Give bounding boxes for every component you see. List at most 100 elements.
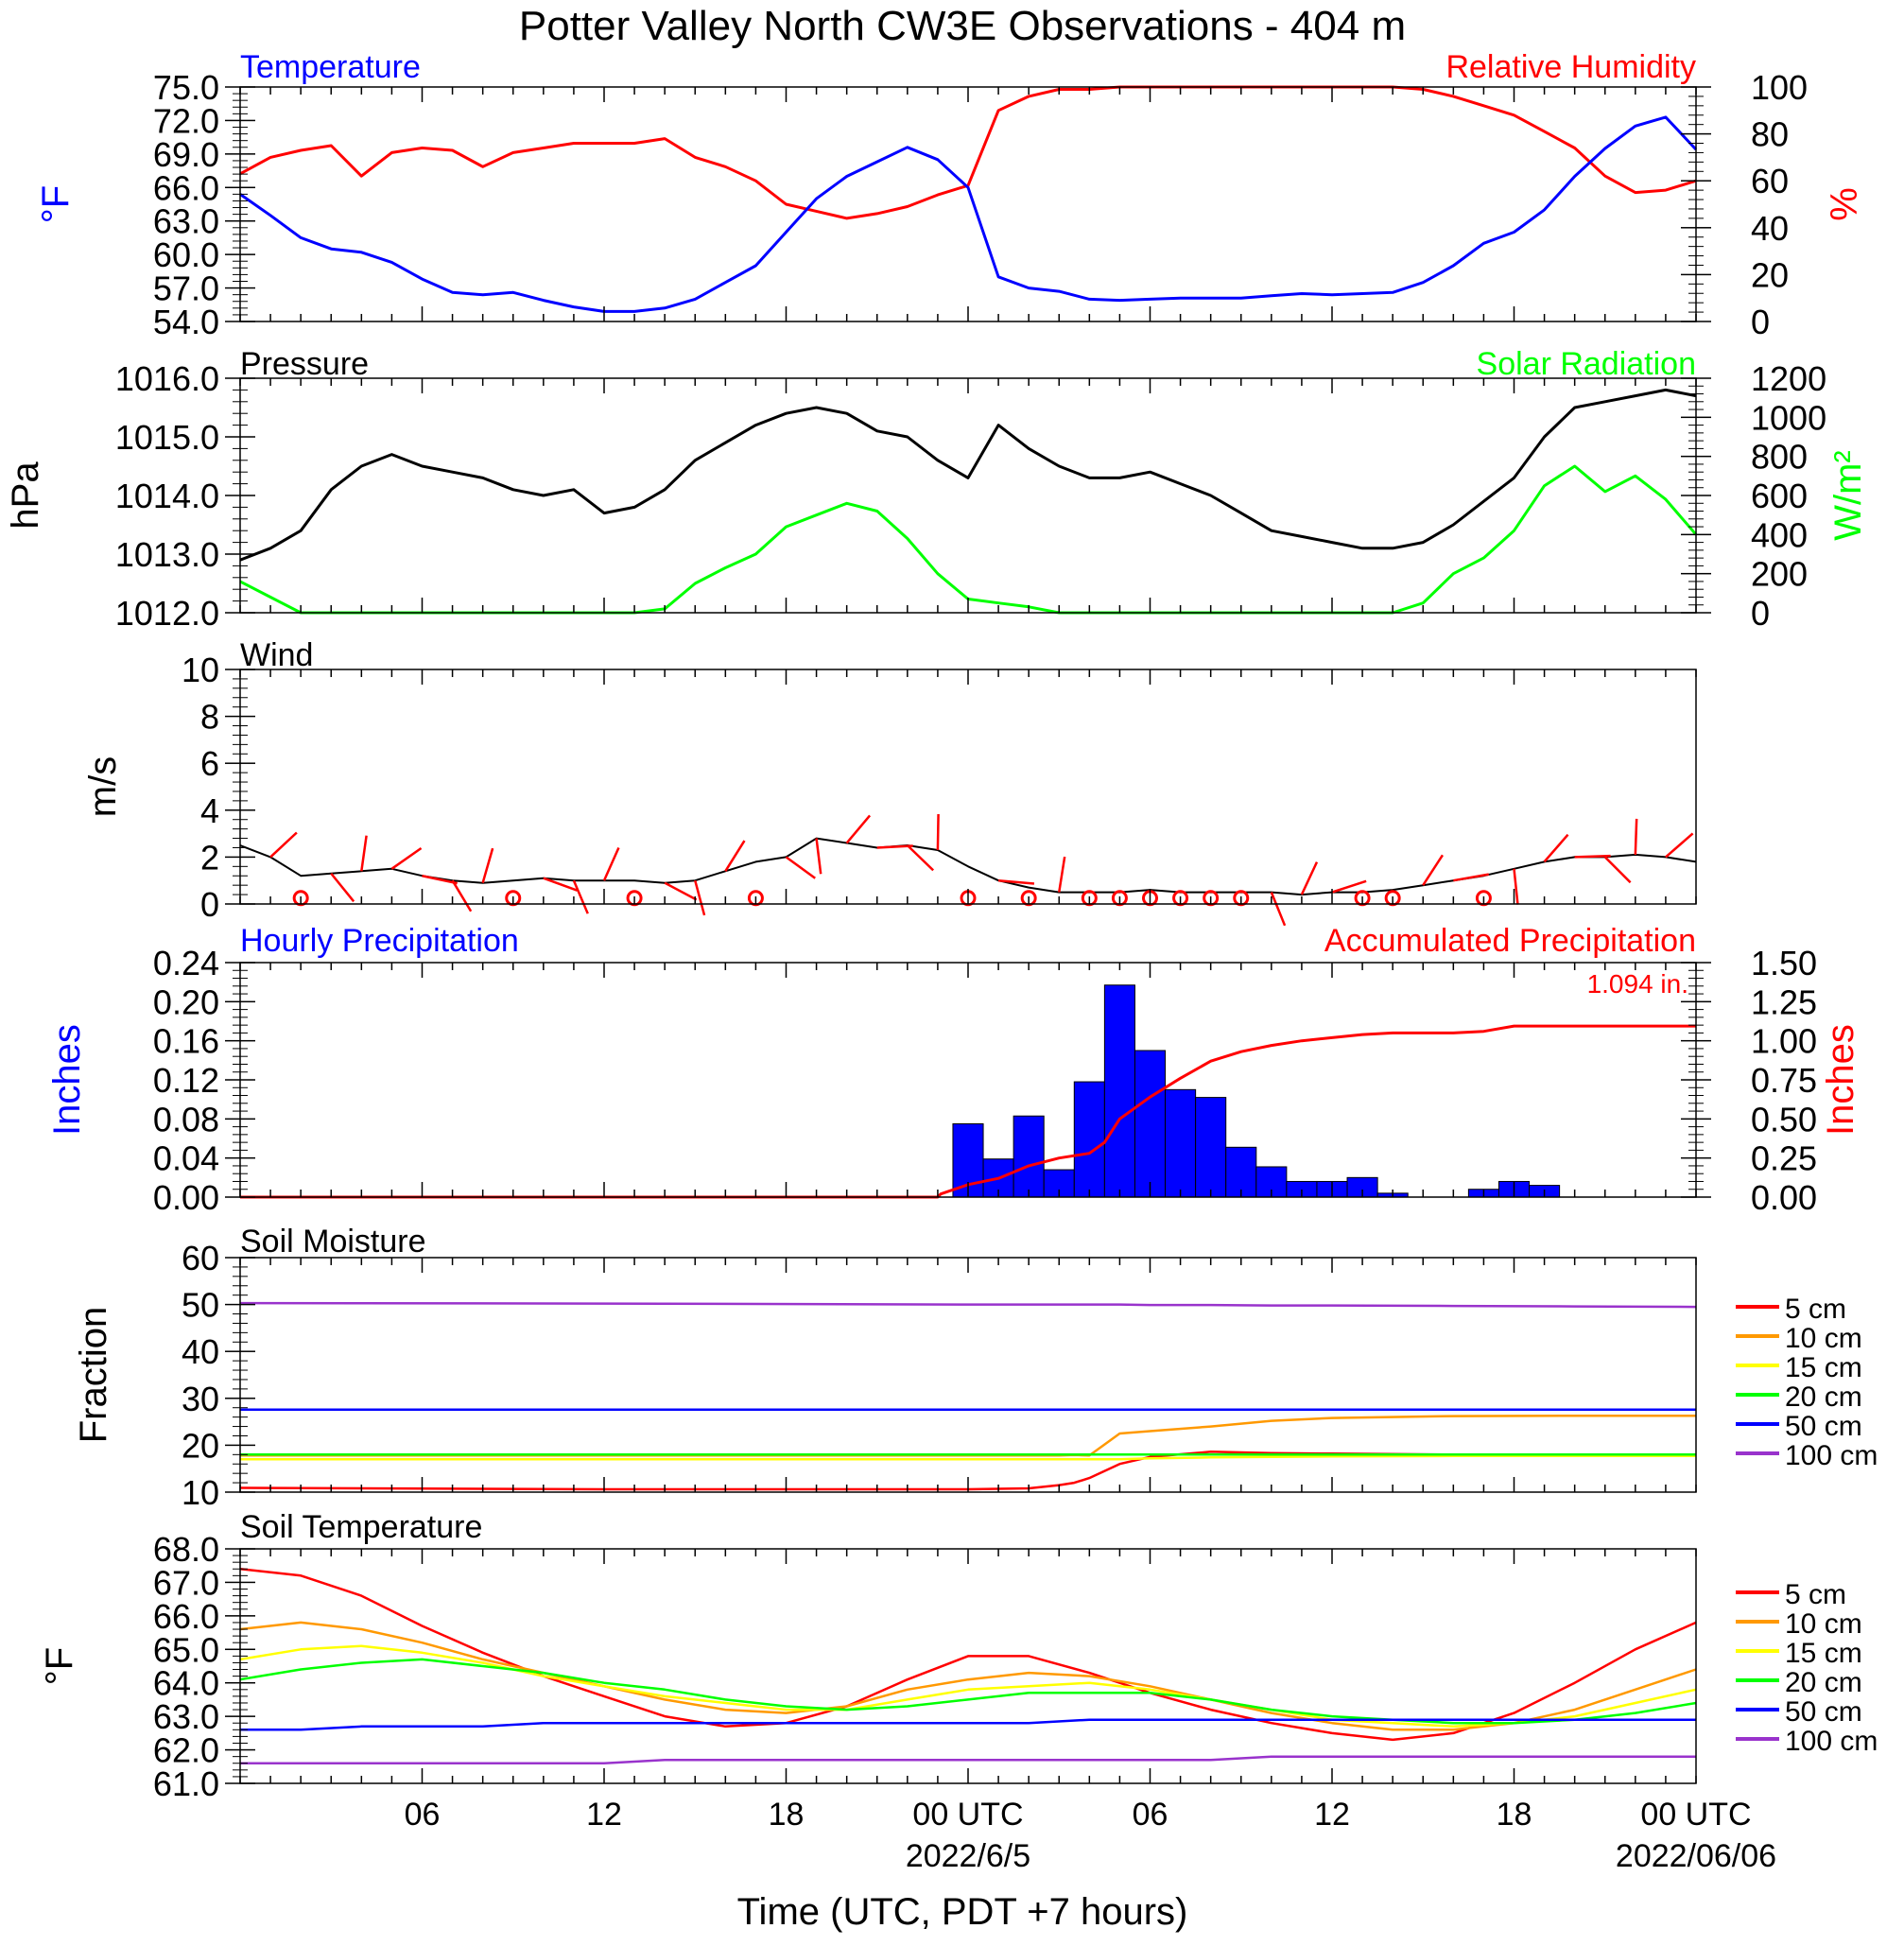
y-tick-label: 0.20 [153,982,219,1021]
y-tick-label: 20 [1751,255,1789,294]
y-tick-label: 10 [182,1473,219,1512]
precip-bar [1165,1088,1197,1198]
figure-title: Potter Valley North CW3E Observations - … [519,3,1406,49]
y-tick-label: 100 [1751,68,1808,107]
calm-marker [1233,890,1250,907]
panel-title-temperature: Temperature [240,49,421,85]
panel-title-hourly-precip: Hourly Precipitation [240,923,519,959]
panel-title-accum-precip: Accumulated Precipitation [1324,923,1696,959]
y-tick-label: 1200 [1751,359,1826,398]
legend-label: 20 cm [1785,1667,1862,1698]
wind-barb [602,846,620,881]
panel-title-pressure: Pressure [240,346,369,382]
y-tick-label: 1016.0 [115,359,219,398]
y-tick-label: 0.25 [1751,1139,1817,1178]
soil-temperature-line [240,1755,1696,1764]
soil-temperature-line [239,1658,1697,1725]
precip-bar [1013,1115,1045,1198]
wind-barb [1513,868,1519,905]
y-tick-label: 72.0 [153,101,219,140]
precip-total-label: 1.094 in. [1587,969,1688,999]
legend-label: 50 cm [1785,1696,1862,1728]
wind-barb [543,877,578,892]
y-tick-label: 65.0 [153,1630,219,1669]
y-tick-label: 1014.0 [115,477,219,515]
calm-marker [626,890,643,907]
y-tick-label: 0.75 [1751,1061,1817,1100]
wind-barb [1422,854,1444,886]
wind-barb [422,875,458,885]
calm-marker [1111,890,1128,907]
y-axis-label-humidity: % [1824,187,1865,221]
wind-barb [724,840,746,872]
y-tick-label: 40 [1751,209,1789,248]
wind-barb [481,847,494,884]
rh-line [239,85,1697,220]
wind-barb [845,814,872,844]
precip-bar [1073,1081,1105,1198]
wind-barb [997,878,1035,885]
y-tick-label: 0 [1751,594,1770,633]
wind-barb [1665,832,1694,859]
panels: Temperature Relative Humidity 75.072.069.0… [5,49,1878,1874]
y-tick-label: 62.0 [153,1731,219,1770]
y-tick-label: 54.0 [153,303,219,341]
wind-barb [269,831,298,859]
wind-barb [785,856,816,879]
panel-title-solar: Solar Radiation [1477,346,1696,382]
wind-barb [1453,873,1489,882]
y-tick-label: 67.0 [153,1563,219,1602]
precip-bar [952,1123,984,1198]
y-axis-label-hourly-precip: Inches [46,1024,88,1136]
wind-barb [664,881,698,901]
y-tick-label: 66.0 [153,168,219,207]
y-tick-label: 0.16 [153,1022,219,1061]
wind-barb [572,879,589,914]
wind-barb [694,879,706,916]
y-tick-label: 0 [1751,303,1770,341]
x-tick-label: 00 UTC [912,1797,1023,1833]
x-axis-title: Time (UTC, PDT +7 hours) [737,1891,1188,1933]
precip-bar [1103,984,1135,1198]
calm-marker [292,890,309,907]
calm-marker [1475,890,1492,907]
precip-bar [1225,1146,1257,1198]
wind-barb [1270,892,1287,927]
y-tick-label: 1000 [1751,398,1826,437]
wind-barb [1331,879,1367,894]
y-tick-label: 0.50 [1751,1100,1817,1138]
y-tick-label: 61.0 [153,1764,219,1803]
wind-barb [1300,861,1319,895]
legend-label: 5 cm [1785,1294,1846,1325]
y-tick-label: 68.0 [153,1530,219,1569]
calm-marker [505,890,522,907]
y-axis-label-pressure: hPa [5,461,46,530]
y-tick-label: 10 [182,651,219,689]
y-tick-label: 0.12 [153,1061,219,1100]
x-date-label: 2022/6/5 [906,1838,1030,1874]
calm-marker [1172,890,1189,907]
y-tick-label: 8 [200,698,219,737]
temperature-line [239,115,1698,313]
y-tick-label: 40 [182,1332,219,1371]
wind-barb [1574,854,1611,859]
x-tick-label: 00 UTC [1640,1797,1751,1833]
y-tick-label: 0.00 [1751,1178,1817,1217]
wind-barb [330,872,355,903]
y-tick-label: 20 [182,1426,219,1465]
wind-barb [1058,856,1066,893]
soil-temperature-line [240,1718,1696,1731]
panel-title-soil-moisture: Soil Moisture [240,1224,426,1260]
calm-marker [1203,890,1220,907]
precip-bar [1134,1050,1167,1198]
wind-barb [1603,856,1632,884]
y-tick-label: 0.08 [153,1100,219,1138]
y-tick-label: 1015.0 [115,418,219,457]
y-tick-label: 57.0 [153,269,219,308]
panel-title-humidity: Relative Humidity [1445,49,1696,85]
legend-label: 10 cm [1785,1608,1862,1640]
y-tick-label: 0.00 [153,1178,219,1217]
accum-precip-line [240,1024,1696,1199]
y-tick-label: 66.0 [153,1597,219,1636]
